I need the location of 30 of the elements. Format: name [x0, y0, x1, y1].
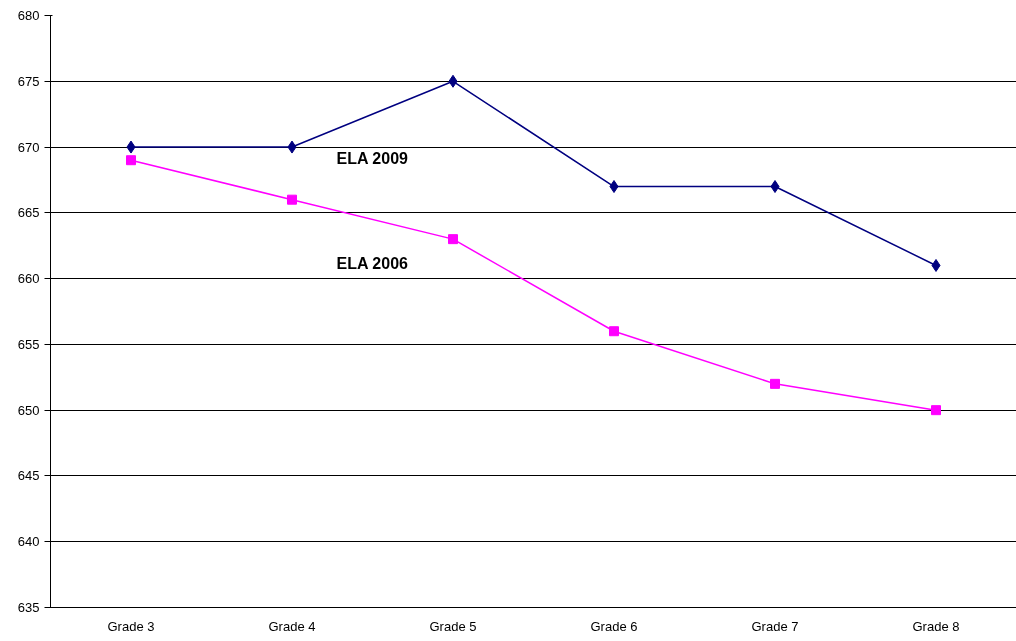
x-tick-label: Grade 6	[590, 618, 638, 634]
point	[770, 378, 780, 389]
point	[931, 405, 941, 416]
x-tick-label: Grade 4	[268, 618, 316, 634]
point	[126, 155, 136, 166]
x-tick-label: Grade 8	[912, 618, 960, 634]
point	[448, 74, 458, 88]
point	[287, 194, 297, 205]
y-tick-label: 680	[17, 8, 40, 23]
point	[609, 326, 619, 337]
point	[448, 234, 458, 245]
x-tick-label: Grade 7	[751, 618, 799, 634]
y-tick-label: 635	[17, 600, 40, 615]
x-tick-label: Grade 5	[429, 618, 477, 634]
x-tick-label: Grade 3	[107, 618, 155, 634]
y-tick-label: 655	[17, 336, 40, 352]
point	[126, 140, 136, 154]
y-tick-label: 640	[17, 534, 40, 550]
y-tick-label: 670	[17, 139, 40, 155]
series-label: ELA 2009	[336, 149, 409, 167]
point	[609, 180, 619, 194]
y-tick-label: 665	[17, 205, 40, 221]
series-label: ELA 2006	[336, 254, 409, 272]
point	[287, 140, 297, 154]
point	[770, 180, 780, 194]
y-tick-label: 675	[17, 73, 40, 89]
y-tick-label: 660	[17, 271, 40, 287]
y-tick-label: 650	[17, 402, 40, 418]
y-tick-label: 645	[17, 468, 40, 484]
point	[931, 258, 941, 272]
